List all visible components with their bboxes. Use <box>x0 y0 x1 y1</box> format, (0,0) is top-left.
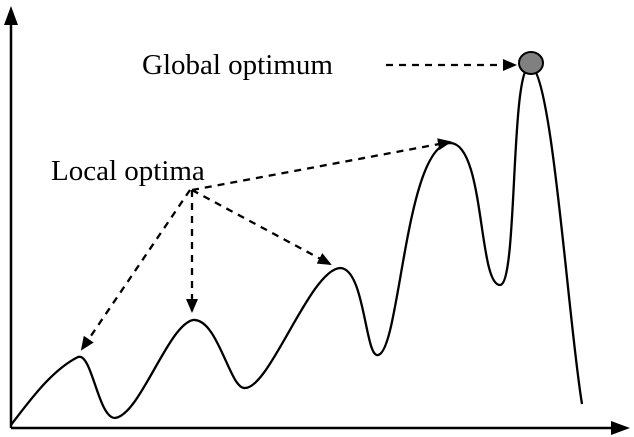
local-optima-label: Local optima <box>51 155 205 187</box>
fitness-landscape-curve <box>10 64 584 426</box>
x-axis-arrowhead-icon <box>611 421 630 435</box>
global-optimum-label: Global optimum <box>142 49 333 81</box>
annotation-arrows <box>80 59 517 351</box>
y-axis-arrowhead-icon <box>4 6 18 25</box>
global-optimum-marker <box>518 51 544 75</box>
arrow-to-local-optimum-1 <box>80 189 191 351</box>
axes <box>4 6 630 435</box>
arrow-to-local-optimum-3 <box>191 188 332 266</box>
arrow-to-local-optimum-4 <box>191 138 452 192</box>
